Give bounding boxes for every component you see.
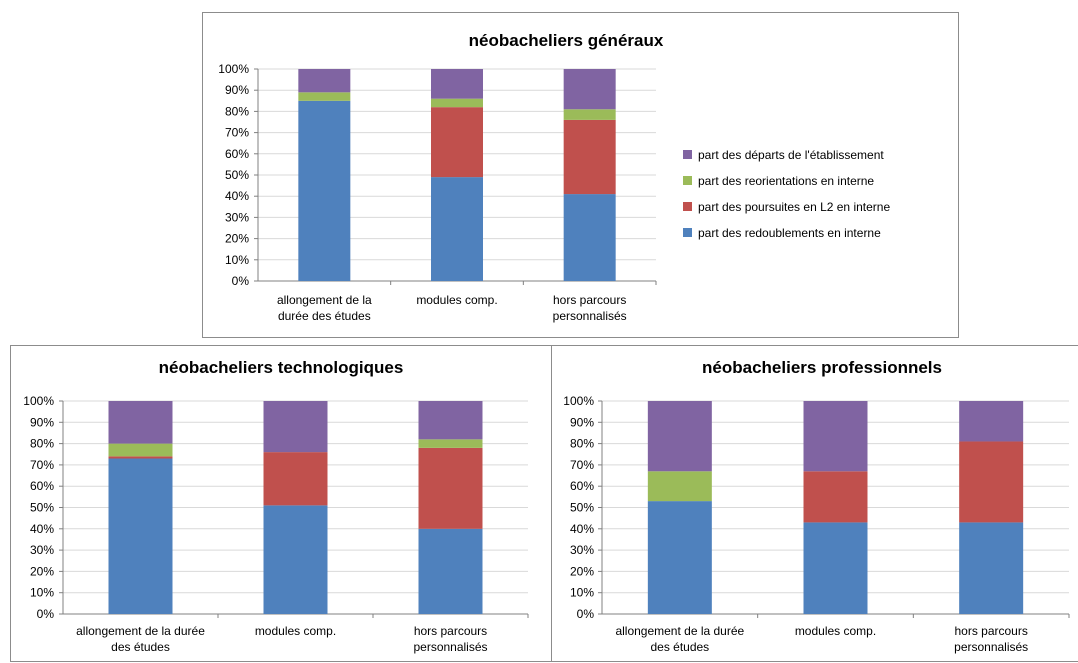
x-category-label: hors parcours personnalisés	[954, 624, 1028, 654]
bar-segment-redoublements	[298, 100, 351, 281]
bar-segment-reorientations	[563, 109, 616, 120]
y-tick-label: 90%	[30, 415, 54, 429]
bar-segment-reorientations	[108, 443, 173, 457]
y-tick-label: 90%	[225, 83, 249, 97]
y-tick-label: 40%	[30, 522, 54, 536]
bar-segment-departs	[431, 69, 483, 99]
y-tick-label: 40%	[570, 522, 594, 536]
bar-segment-departs	[803, 401, 868, 472]
x-category-label: modules comp.	[416, 293, 497, 307]
bar-segment-redoublements	[108, 458, 173, 614]
y-tick-label: 30%	[570, 543, 594, 557]
y-tick-label: 100%	[23, 394, 54, 408]
legend-swatch	[683, 150, 692, 159]
y-tick-label: 80%	[30, 437, 54, 451]
bar-segment-redoublements	[431, 177, 483, 281]
y-tick-label: 50%	[30, 501, 54, 515]
chart-panel-technologiques: néobacheliers technologiques 0% 10% 20% 30% 4…	[10, 345, 552, 662]
chart-title: néobacheliers professionnels	[702, 358, 942, 377]
y-tick-label: 10%	[30, 586, 54, 600]
y-tick-label: 10%	[225, 253, 249, 267]
x-category-label: modules comp.	[795, 624, 876, 638]
bar-segment-poursuites	[263, 452, 328, 506]
bar-segment-redoublements	[563, 194, 616, 281]
y-tick-label: 10%	[570, 586, 594, 600]
bar-segment-poursuites	[108, 456, 173, 459]
bar-segment-poursuites	[959, 441, 1024, 523]
y-tick-label: 50%	[225, 168, 249, 182]
y-tick-label: 20%	[30, 564, 54, 578]
bar-segment-reorientations	[418, 439, 483, 448]
y-tick-label: 30%	[30, 543, 54, 557]
chart-title: néobacheliers généraux	[469, 31, 664, 50]
bar-segment-departs	[108, 401, 173, 444]
x-category-label: allongement de la durée des études	[615, 624, 744, 654]
bar-segment-poursuites	[803, 471, 868, 523]
legend-label: part des reorientations en interne	[698, 174, 874, 188]
y-tick-label: 30%	[225, 210, 249, 224]
y-tick-label: 60%	[570, 479, 594, 493]
bar-segment-departs	[647, 401, 712, 472]
bar-segment-reorientations	[647, 471, 712, 502]
legend-swatch	[683, 176, 692, 185]
x-category-label: hors parcours personnalisés	[553, 293, 627, 323]
x-category-label: hors parcours personnalisés	[413, 624, 487, 654]
bar-segment-departs	[563, 69, 616, 110]
chart-generaux: néobacheliers généraux 0% 10% 20% 30% 40% 50% 6…	[218, 31, 890, 323]
y-tick-label: 0%	[37, 607, 55, 621]
bar-segment-redoublements	[959, 522, 1024, 614]
x-category-label: allongement de la durée des études	[277, 293, 372, 323]
y-tick-label: 100%	[563, 394, 594, 408]
bar-segment-departs	[263, 401, 328, 453]
legend-label: part des départs de l'établissement	[698, 148, 884, 162]
x-category-label: modules comp.	[255, 624, 336, 638]
y-tick-label: 70%	[225, 126, 249, 140]
bar-segment-redoublements	[803, 522, 868, 614]
y-tick-label: 20%	[225, 232, 249, 246]
y-tick-label: 60%	[30, 479, 54, 493]
y-tick-label: 80%	[570, 437, 594, 451]
y-tick-label: 90%	[570, 415, 594, 429]
bar-segment-redoublements	[418, 528, 483, 614]
legend-label: part des redoublements en interne	[698, 226, 881, 240]
bar-segment-departs	[418, 401, 483, 440]
y-tick-label: 40%	[225, 189, 249, 203]
y-tick-label: 80%	[225, 104, 249, 118]
y-tick-label: 70%	[30, 458, 54, 472]
chart-professionnels: néobacheliers professionnels 0% 10% 20% 30% 4…	[563, 358, 1070, 654]
bar-segment-poursuites	[431, 107, 483, 178]
x-category-label: allongement de la durée des études	[76, 624, 205, 654]
bar-segment-reorientations	[298, 92, 351, 101]
y-tick-label: 0%	[232, 274, 250, 288]
chart-panel-professionnels: néobacheliers professionnels 0% 10% 20% 30% 4…	[551, 345, 1078, 662]
y-tick-label: 70%	[570, 458, 594, 472]
bar-segment-poursuites	[563, 119, 616, 195]
y-tick-label: 100%	[218, 62, 249, 76]
chart-panel-generaux: néobacheliers généraux 0% 10% 20% 30% 40% 50% 6…	[202, 12, 959, 338]
legend-swatch	[683, 202, 692, 211]
legend-swatch	[683, 228, 692, 237]
chart-technologiques: néobacheliers technologiques 0% 10% 20% 30% 4…	[23, 358, 529, 654]
y-tick-label: 60%	[225, 147, 249, 161]
bar-segment-redoublements	[647, 501, 712, 614]
bar-segment-departs	[298, 69, 351, 93]
chart-title: néobacheliers technologiques	[159, 358, 404, 377]
bar-segment-redoublements	[263, 505, 328, 614]
bar-segment-departs	[959, 401, 1024, 442]
bar-segment-poursuites	[418, 447, 483, 529]
y-tick-label: 0%	[577, 607, 595, 621]
legend-label: part des poursuites en L2 en interne	[698, 200, 890, 214]
bar-segment-reorientations	[431, 98, 483, 108]
y-tick-label: 50%	[570, 501, 594, 515]
y-tick-label: 20%	[570, 564, 594, 578]
